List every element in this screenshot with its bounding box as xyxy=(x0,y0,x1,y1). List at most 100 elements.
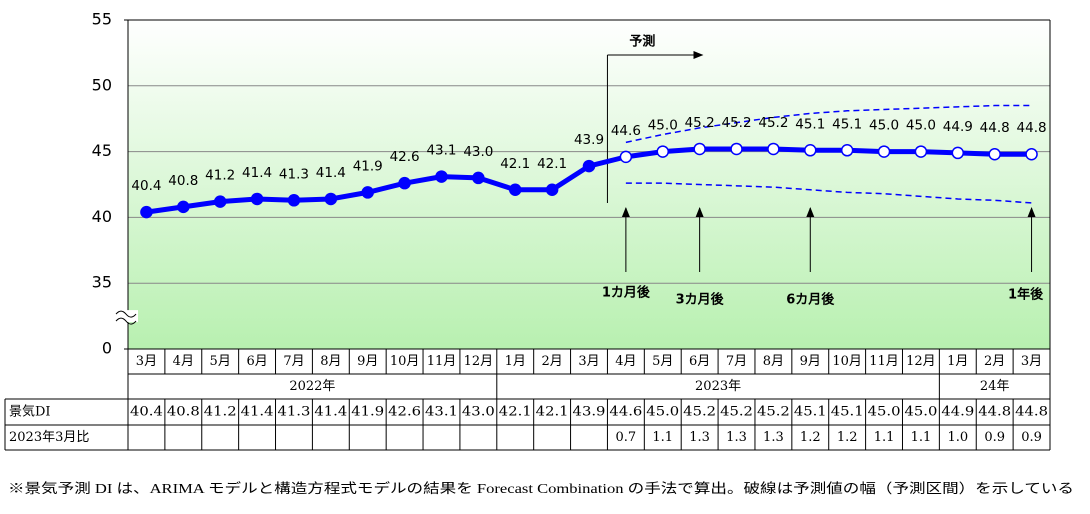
table-cell: 44.8 xyxy=(978,405,1011,420)
table-cell: 1.2 xyxy=(837,430,858,445)
table-cell: 44.8 xyxy=(1015,405,1048,420)
data-point xyxy=(877,145,891,158)
data-point xyxy=(619,150,633,164)
data-point xyxy=(988,147,1001,161)
data-label: 43.1 xyxy=(426,143,456,159)
table-cell: 42.1 xyxy=(499,405,532,420)
data-point xyxy=(914,145,928,158)
table-cell: 1.1 xyxy=(911,430,932,445)
forecast-label: 予測 xyxy=(629,34,655,50)
x-tick-label: 1月 xyxy=(947,354,968,369)
x-tick-label: 4月 xyxy=(615,354,636,369)
data-label: 45.1 xyxy=(795,116,825,132)
data-label: 41.9 xyxy=(353,158,383,174)
x-tick-label: 9月 xyxy=(800,354,821,369)
annotation: 6カ月後 xyxy=(786,292,835,308)
x-tick-label: 1月 xyxy=(505,354,526,369)
x-tick-label: 8月 xyxy=(320,354,341,369)
data-point xyxy=(250,192,264,206)
x-tick-label: 3月 xyxy=(1021,354,1042,369)
y-tick-label: 50 xyxy=(92,75,112,94)
table-cell: 1.1 xyxy=(652,430,673,445)
data-label: 45.0 xyxy=(648,118,678,134)
table-cell: 0.7 xyxy=(616,430,637,445)
x-tick-label: 4月 xyxy=(173,354,194,369)
table-cell: 43.1 xyxy=(425,405,458,420)
data-point xyxy=(140,205,153,219)
x-tick-label: 2月 xyxy=(541,354,562,369)
data-label: 43.9 xyxy=(574,132,604,148)
x-tick-label: 8月 xyxy=(763,354,784,369)
table-cell: 41.2 xyxy=(204,405,237,420)
annotation: 1年後 xyxy=(1008,287,1044,303)
data-point xyxy=(508,183,522,197)
table-cell: 1.0 xyxy=(947,430,968,445)
data-point xyxy=(398,176,411,190)
data-label: 45.2 xyxy=(758,115,788,131)
table-cell: 41.4 xyxy=(314,405,347,420)
data-point xyxy=(361,186,374,199)
table-cell: 45.2 xyxy=(757,405,790,420)
table-cell: 43.0 xyxy=(462,405,495,420)
year-label: 2022年 xyxy=(289,379,335,394)
data-label: 42.1 xyxy=(500,156,530,172)
data-point xyxy=(693,142,706,156)
data-label: 44.6 xyxy=(611,123,641,139)
table-cell: 0.9 xyxy=(1021,430,1042,445)
table-cell: 1.3 xyxy=(689,430,710,445)
table-cell: 1.3 xyxy=(763,430,784,445)
x-tick-label: 12月 xyxy=(464,354,494,369)
x-tick-label: 9月 xyxy=(357,354,378,369)
x-tick-label: 6月 xyxy=(246,354,267,369)
table-cell: 44.9 xyxy=(941,405,974,420)
data-label: 42.6 xyxy=(390,149,420,165)
data-point xyxy=(804,144,817,157)
data-point xyxy=(545,183,559,197)
forecast-band xyxy=(625,182,1032,204)
y-tick-label: 40 xyxy=(92,207,112,226)
table-cell: 1.3 xyxy=(726,430,747,445)
table-cell: 1.2 xyxy=(800,430,821,445)
row-label: 景気DI xyxy=(9,404,51,420)
axis-break xyxy=(115,317,137,325)
data-label: 40.8 xyxy=(168,173,198,189)
data-point xyxy=(582,159,596,173)
table-cell: 45.1 xyxy=(794,405,827,420)
x-tick-label: 2月 xyxy=(984,354,1005,369)
table-cell: 45.2 xyxy=(720,405,753,420)
table-cell: 44.6 xyxy=(609,405,642,420)
table-cell: 0.9 xyxy=(984,430,1005,445)
data-label: 44.9 xyxy=(943,119,973,135)
data-label: 44.8 xyxy=(1017,120,1047,136)
x-tick-label: 11月 xyxy=(427,354,457,369)
data-label: 42.1 xyxy=(537,156,567,172)
table-cell: 42.1 xyxy=(536,405,569,420)
data-label: 41.2 xyxy=(205,168,235,184)
table-cell: 45.0 xyxy=(904,405,937,420)
x-tick-label: 6月 xyxy=(689,354,710,369)
data-label: 45.0 xyxy=(869,118,899,134)
y-tick-label: 0 xyxy=(102,339,112,358)
data-label: 44.8 xyxy=(980,120,1010,136)
data-point xyxy=(435,170,448,183)
x-tick-label: 5月 xyxy=(652,354,673,369)
data-label: 45.1 xyxy=(832,116,862,132)
data-point xyxy=(472,171,485,185)
table-cell: 40.4 xyxy=(130,405,163,420)
data-point xyxy=(177,200,190,214)
data-label: 41.3 xyxy=(279,166,309,182)
y-tick-label: 35 xyxy=(92,273,112,292)
data-label: 45.2 xyxy=(685,115,715,131)
data-point xyxy=(287,194,301,207)
y-tick-label: 55 xyxy=(92,10,112,29)
table-cell: 45.1 xyxy=(831,405,864,420)
data-point xyxy=(213,195,227,208)
annotation: 1カ月後 xyxy=(602,285,651,301)
x-tick-label: 12月 xyxy=(906,354,936,369)
data-point xyxy=(656,145,670,158)
data-point xyxy=(324,192,338,206)
data-point xyxy=(840,144,854,157)
year-label: 24年 xyxy=(980,379,1010,394)
table-cell: 40.8 xyxy=(167,405,200,420)
x-tick-label: 10月 xyxy=(390,354,420,369)
